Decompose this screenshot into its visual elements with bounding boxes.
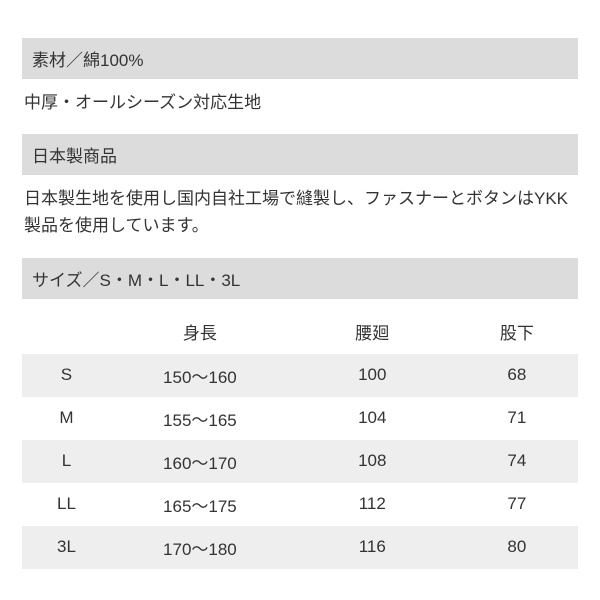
cell: 104 xyxy=(289,397,456,440)
cell: 160～170 xyxy=(111,440,289,483)
origin-header: 日本製商品 xyxy=(22,134,578,175)
col-header xyxy=(22,309,111,354)
cell: S xyxy=(22,354,111,397)
size-table: 身長 腰廻 股下 S 150～160 100 68 M 155～165 104 … xyxy=(22,309,578,569)
table-header-row: 身長 腰廻 股下 xyxy=(22,309,578,354)
cell: 165～175 xyxy=(111,483,289,526)
col-header: 股下 xyxy=(456,309,578,354)
cell: 116 xyxy=(289,526,456,569)
cell: 68 xyxy=(456,354,578,397)
col-header: 身長 xyxy=(111,309,289,354)
origin-body: 日本製生地を使用し国内自社工場で縫製し、ファスナーとボタンはYKK製品を使用して… xyxy=(22,185,578,257)
cell: 170～180 xyxy=(111,526,289,569)
cell: 74 xyxy=(456,440,578,483)
table-row: 3L 170～180 116 80 xyxy=(22,526,578,569)
table-row: S 150～160 100 68 xyxy=(22,354,578,397)
cell: 71 xyxy=(456,397,578,440)
cell: 3L xyxy=(22,526,111,569)
cell: 150～160 xyxy=(111,354,289,397)
table-row: L 160～170 108 74 xyxy=(22,440,578,483)
cell: LL xyxy=(22,483,111,526)
table-row: LL 165～175 112 77 xyxy=(22,483,578,526)
cell: M xyxy=(22,397,111,440)
cell: 80 xyxy=(456,526,578,569)
cell: 77 xyxy=(456,483,578,526)
cell: 100 xyxy=(289,354,456,397)
cell: 155～165 xyxy=(111,397,289,440)
col-header: 腰廻 xyxy=(289,309,456,354)
material-header: 素材／綿100% xyxy=(22,38,578,79)
size-header: サイズ／S・M・L・LL・3L xyxy=(22,258,578,299)
cell: 108 xyxy=(289,440,456,483)
table-row: M 155～165 104 71 xyxy=(22,397,578,440)
cell: 112 xyxy=(289,483,456,526)
cell: L xyxy=(22,440,111,483)
content-wrap: 素材／綿100% 中厚・オールシーズン対応生地 日本製商品 日本製生地を使用し国… xyxy=(0,0,600,569)
material-body: 中厚・オールシーズン対応生地 xyxy=(22,89,578,134)
